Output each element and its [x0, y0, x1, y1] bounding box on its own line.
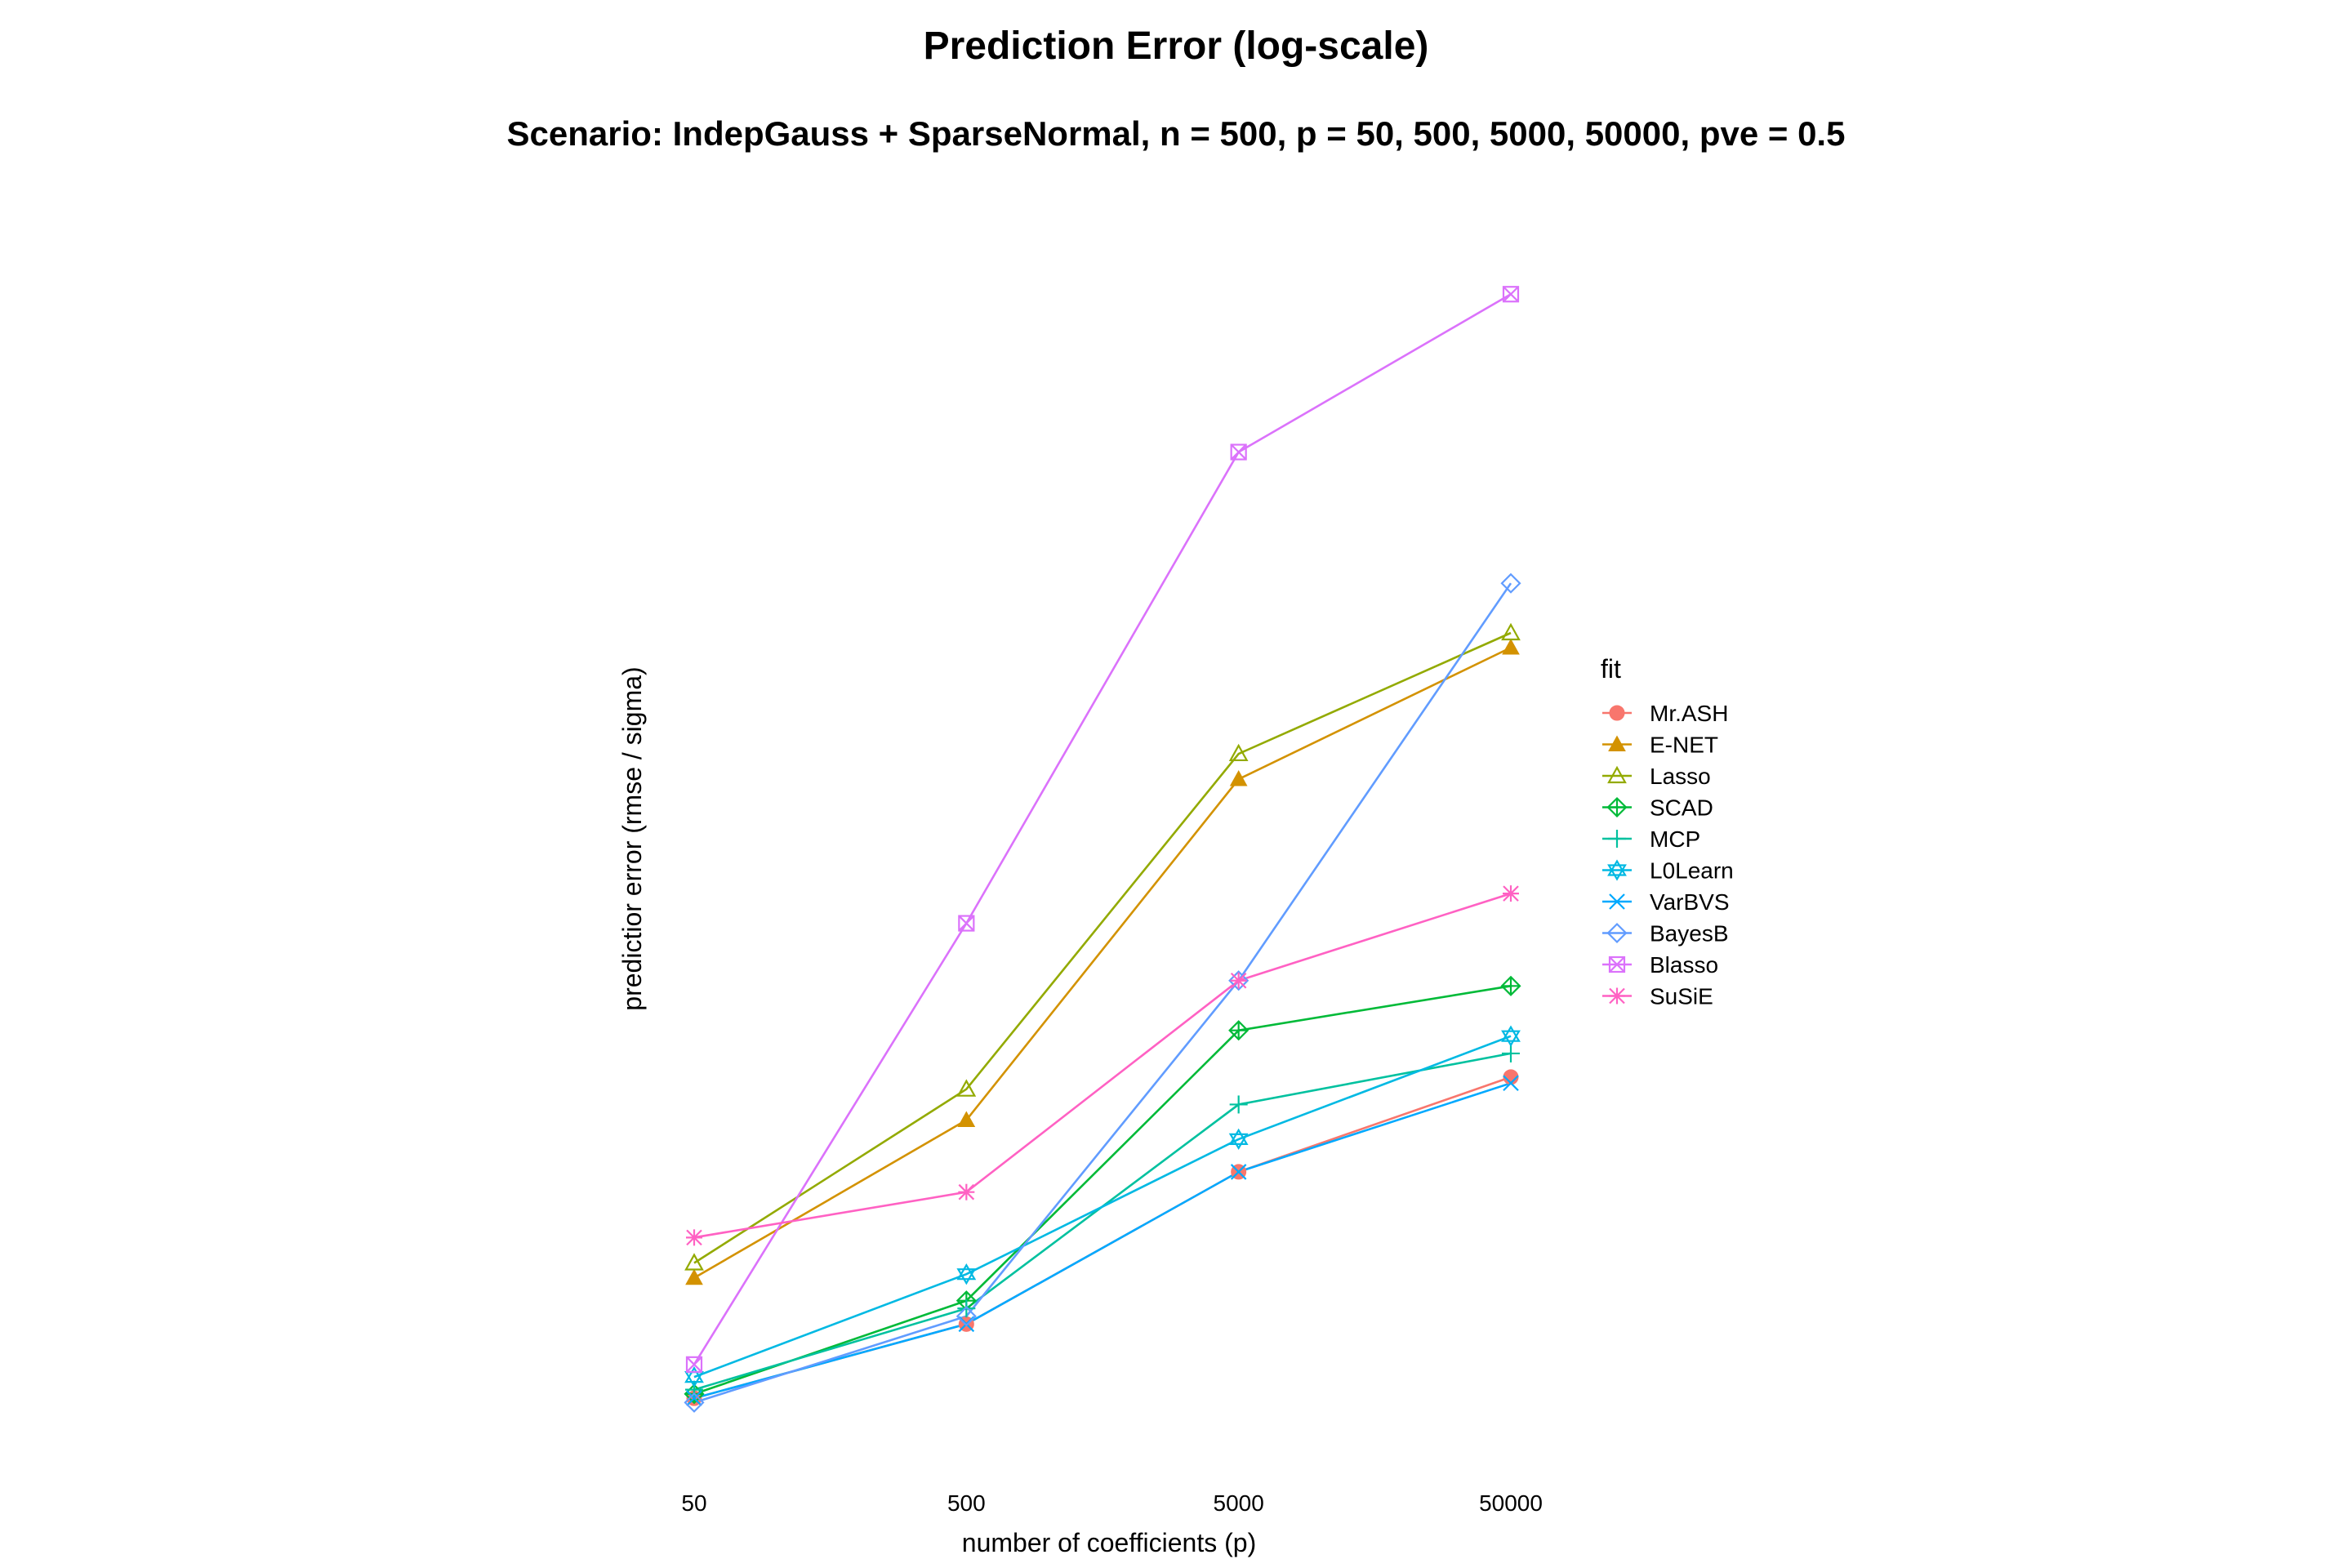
legend-item-varbvs: VarBVS — [1602, 889, 1730, 915]
data-point-blasso-500 — [958, 915, 975, 932]
legend-label-lasso: Lasso — [1650, 764, 1711, 789]
x-tick-label-5000: 5000 — [1214, 1490, 1264, 1516]
y-axis-label: predictior error (rmse / sigma) — [617, 666, 647, 1010]
data-point-e-net-50 — [685, 1268, 703, 1285]
legend-key-marker-l0learn — [1607, 859, 1627, 881]
x-tick-label-500: 500 — [947, 1490, 986, 1516]
data-point-l0learn-50000 — [1501, 1025, 1521, 1047]
data-point-varbvs-5000 — [1230, 1164, 1247, 1180]
data-point-blasso-50 — [685, 1356, 703, 1373]
legend-key-marker-bayesb — [1606, 922, 1628, 944]
legend-label-mr-ash: Mr.ASH — [1650, 701, 1728, 726]
data-point-mcp-50000 — [1502, 1044, 1520, 1062]
plot-lines — [693, 293, 1512, 1404]
data-point-l0learn-500 — [956, 1263, 977, 1285]
series-line-varbvs — [693, 1082, 1512, 1400]
data-point-susie-500 — [958, 1183, 975, 1200]
legend-key-marker-blasso — [1608, 956, 1626, 973]
data-point-e-net-5000 — [1229, 770, 1248, 786]
x-tick-label-50000: 50000 — [1479, 1490, 1543, 1516]
legend-item-blasso: Blasso — [1602, 952, 1718, 978]
data-point-varbvs-50000 — [1503, 1075, 1519, 1092]
series-line-mcp — [693, 1052, 1512, 1391]
legend-item-lasso: Lasso — [1602, 764, 1711, 789]
data-point-blasso-5000 — [1230, 443, 1247, 461]
legend-label-susie: SuSiE — [1650, 984, 1713, 1009]
chart-subtitle: Scenario: IndepGauss + SparseNormal, n =… — [507, 114, 1846, 153]
legend-label-varbvs: VarBVS — [1650, 889, 1730, 915]
data-point-bayesb-50000 — [1500, 572, 1521, 594]
plot-markers — [684, 286, 1521, 1413]
legend-key-marker-mcp — [1608, 830, 1626, 848]
data-point-bayesb-500 — [956, 1306, 977, 1327]
legend-label-bayesb: BayesB — [1650, 921, 1729, 947]
x-axis-ticks: 50 500 5000 50000 — [681, 1490, 1543, 1516]
legend-items: Mr.ASH E-NET Lasso SCAD MCP L0Learn VarBVS Baye… — [1602, 701, 1734, 1009]
data-point-susie-50 — [686, 1229, 702, 1246]
data-point-mr-ash-50000 — [1503, 1069, 1519, 1085]
series-line-e-net — [693, 646, 1512, 1279]
series-line-scad — [693, 985, 1512, 1396]
data-point-susie-50000 — [1503, 885, 1519, 902]
legend-label-l0learn: L0Learn — [1650, 858, 1734, 884]
legend-label-blasso: Blasso — [1650, 952, 1718, 978]
legend-key-marker-varbvs — [1609, 893, 1625, 910]
legend-item-mcp: MCP — [1602, 826, 1700, 852]
data-point-l0learn-5000 — [1228, 1128, 1249, 1151]
data-point-bayesb-50 — [684, 1392, 705, 1413]
x-tick-label-50: 50 — [681, 1490, 706, 1516]
legend-label-mcp: MCP — [1650, 826, 1700, 852]
series-line-susie — [693, 892, 1512, 1239]
data-point-mcp-50 — [685, 1380, 703, 1399]
data-point-lasso-50 — [684, 1253, 704, 1271]
data-point-lasso-5000 — [1228, 743, 1249, 762]
data-point-mcp-5000 — [1229, 1095, 1248, 1114]
legend-key-marker-susie — [1609, 987, 1625, 1004]
legend-item-bayesb: BayesB — [1602, 921, 1729, 947]
legend-item-scad: SCAD — [1602, 795, 1713, 821]
legend-title: fit — [1601, 654, 1621, 684]
data-point-blasso-50000 — [1502, 286, 1520, 303]
data-point-susie-5000 — [1230, 972, 1247, 989]
legend-item-l0learn: L0Learn — [1602, 858, 1734, 884]
series-line-mr-ash — [693, 1076, 1512, 1400]
data-point-lasso-500 — [956, 1079, 977, 1097]
legend-item-e-net: E-NET — [1602, 733, 1718, 758]
series-line-blasso — [693, 293, 1512, 1365]
legend-label-e-net: E-NET — [1650, 733, 1718, 758]
data-point-e-net-50000 — [1502, 638, 1520, 655]
legend: fit Mr.ASH E-NET Lasso SCAD MCP L0Learn VarBVS… — [1601, 654, 1734, 1009]
x-axis-label: number of coefficients (p) — [962, 1528, 1256, 1557]
legend-key-marker-lasso — [1607, 765, 1627, 784]
legend-label-scad: SCAD — [1650, 795, 1713, 821]
legend-key-marker-e-net — [1608, 735, 1626, 751]
series-line-l0learn — [693, 1035, 1512, 1379]
data-point-e-net-500 — [957, 1111, 976, 1128]
legend-item-mr-ash: Mr.ASH — [1602, 701, 1728, 726]
data-point-bayesb-5000 — [1228, 970, 1250, 991]
data-point-scad-5000 — [1228, 1020, 1250, 1041]
legend-item-susie: SuSiE — [1602, 984, 1713, 1009]
legend-key-marker-mr-ash — [1609, 705, 1625, 721]
series-line-lasso — [693, 631, 1512, 1264]
data-point-scad-50000 — [1500, 975, 1521, 996]
data-point-varbvs-50 — [686, 1390, 702, 1406]
legend-key-marker-scad — [1606, 796, 1628, 818]
data-point-lasso-50000 — [1501, 622, 1521, 641]
series-line-bayesb — [693, 582, 1512, 1404]
chart-title: Prediction Error (log-scale) — [924, 24, 1429, 68]
